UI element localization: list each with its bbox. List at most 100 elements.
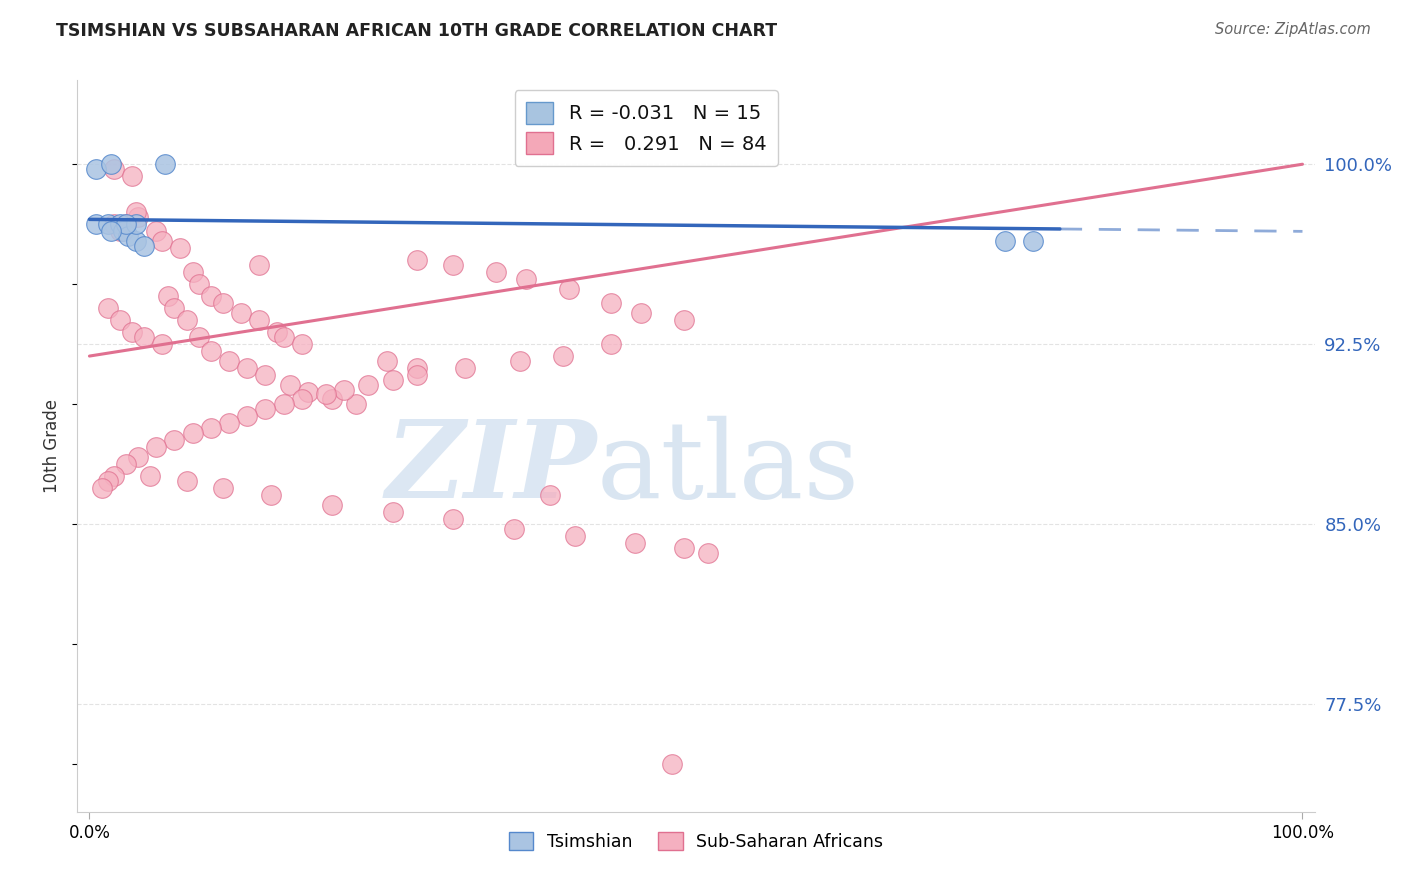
Point: [509, 354, 531, 368]
Point: [266, 325, 288, 339]
Point: [84, 161, 107, 176]
Point: [127, 210, 149, 224]
Point: [108, 217, 131, 231]
Point: [273, 397, 295, 411]
Point: [229, 306, 252, 320]
Point: [163, 301, 186, 315]
Point: [321, 392, 343, 407]
Point: [557, 282, 579, 296]
Point: [132, 239, 155, 253]
Point: [121, 325, 143, 339]
Point: [357, 377, 380, 392]
Point: [218, 416, 240, 430]
Point: [124, 205, 146, 219]
Point: [236, 361, 259, 376]
Point: [200, 421, 222, 435]
Point: [600, 296, 623, 310]
Point: [181, 425, 204, 440]
Point: [454, 361, 477, 376]
Point: [100, 224, 122, 238]
Point: [97, 474, 120, 488]
Point: [150, 234, 173, 248]
Point: [551, 349, 574, 363]
Point: [344, 397, 367, 411]
Point: [218, 354, 240, 368]
Point: [112, 224, 135, 238]
Legend: Tsimshian, Sub-Saharan Africans: Tsimshian, Sub-Saharan Africans: [502, 825, 890, 858]
Point: [406, 361, 429, 376]
Point: [145, 224, 167, 238]
Point: [157, 289, 180, 303]
Point: [212, 296, 235, 310]
Point: [600, 337, 623, 351]
Text: Source: ZipAtlas.com: Source: ZipAtlas.com: [1215, 22, 1371, 37]
Point: [108, 224, 131, 238]
Point: [187, 277, 209, 292]
Point: [661, 756, 683, 771]
Point: [236, 409, 259, 423]
Point: [485, 265, 508, 279]
Point: [1022, 234, 1045, 248]
Point: [139, 469, 162, 483]
Text: atlas: atlas: [598, 416, 860, 521]
Point: [163, 433, 186, 447]
Point: [630, 306, 652, 320]
Point: [564, 529, 586, 543]
Point: [169, 241, 191, 255]
Point: [254, 401, 277, 416]
Point: [515, 272, 537, 286]
Point: [181, 265, 204, 279]
Point: [321, 498, 343, 512]
Point: [333, 383, 356, 397]
Point: [132, 330, 155, 344]
Point: [100, 157, 122, 171]
Point: [176, 313, 198, 327]
Point: [117, 229, 139, 244]
Point: [90, 481, 112, 495]
Point: [254, 368, 277, 383]
Point: [697, 546, 720, 560]
Point: [381, 373, 404, 387]
Point: [115, 457, 138, 471]
Point: [150, 337, 173, 351]
Point: [212, 481, 235, 495]
Point: [278, 377, 301, 392]
Point: [441, 258, 464, 272]
Point: [247, 258, 270, 272]
Point: [97, 301, 120, 315]
Point: [672, 313, 695, 327]
Point: [538, 488, 561, 502]
Point: [127, 450, 149, 464]
Text: ZIP: ZIP: [385, 415, 598, 521]
Point: [103, 469, 125, 483]
Point: [503, 522, 526, 536]
Point: [247, 313, 270, 327]
Point: [115, 217, 138, 231]
Point: [176, 474, 198, 488]
Point: [291, 392, 314, 407]
Point: [624, 536, 647, 550]
Point: [187, 330, 209, 344]
Y-axis label: 10th Grade: 10th Grade: [44, 399, 62, 493]
Point: [994, 234, 1017, 248]
Point: [315, 387, 337, 401]
Point: [260, 488, 283, 502]
Point: [97, 217, 120, 231]
Point: [441, 512, 464, 526]
Text: TSIMSHIAN VS SUBSAHARAN AFRICAN 10TH GRADE CORRELATION CHART: TSIMSHIAN VS SUBSAHARAN AFRICAN 10TH GRA…: [56, 22, 778, 40]
Point: [406, 368, 429, 383]
Point: [200, 289, 222, 303]
Point: [375, 354, 398, 368]
Point: [273, 330, 295, 344]
Point: [124, 217, 146, 231]
Point: [153, 157, 176, 171]
Point: [200, 344, 222, 359]
Point: [145, 440, 167, 454]
Point: [84, 217, 107, 231]
Point: [108, 313, 131, 327]
Point: [121, 169, 143, 184]
Point: [381, 505, 404, 519]
Point: [297, 385, 319, 400]
Point: [672, 541, 695, 555]
Point: [115, 217, 138, 231]
